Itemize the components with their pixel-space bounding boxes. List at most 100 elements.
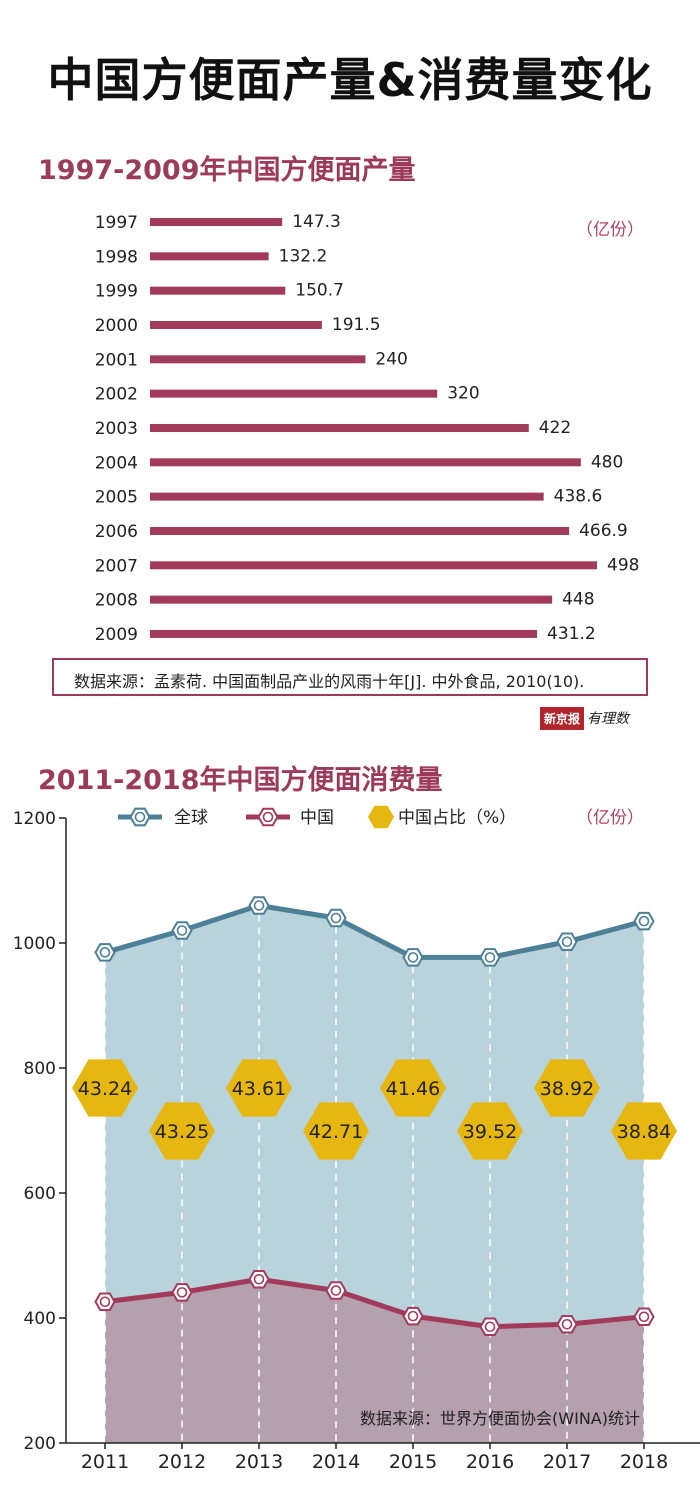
share-value-label: 43.24: [78, 1078, 132, 1100]
legend-china-label: 中国: [300, 808, 334, 828]
y-tick-label: 200: [24, 1434, 56, 1454]
page-title: 中国方便面产量&消费量变化: [47, 53, 653, 107]
production-bar: [150, 320, 322, 329]
global-point: [633, 911, 655, 931]
bar-value-label: 480: [591, 452, 623, 472]
bar-year-label: 1999: [95, 282, 138, 302]
production-bar-chart: 1997 147.3 1998 132.2 1999 150.7 2000 191.5 2001…: [95, 212, 640, 645]
production-source: 数据来源：孟素荷. 中国面制品产业的风雨十年[J]. 中外食品, 2010(10…: [74, 672, 585, 691]
share-value-label: 43.25: [155, 1121, 209, 1143]
logo-box-text: 新京报: [540, 706, 585, 730]
x-tick-label: 2018: [620, 1451, 668, 1473]
china-point: [402, 1306, 424, 1326]
share-hexagon: [457, 1102, 523, 1160]
bar-year-label: 1998: [95, 247, 138, 267]
bar-value-label: 431.2: [547, 624, 596, 644]
production-bar: [150, 595, 553, 604]
share-value-label: 41.46: [386, 1078, 440, 1100]
bar-year-label: 2008: [95, 591, 138, 611]
legend-global-icon: [129, 807, 151, 827]
legend-share-label: 中国占比（%）: [398, 808, 516, 828]
china-point: [171, 1283, 193, 1302]
consumption-unit: （亿份）: [576, 808, 644, 828]
share-value-label: 38.92: [540, 1078, 594, 1100]
y-tick-label: 1000: [13, 934, 56, 954]
share-value-label: 43.61: [232, 1078, 286, 1100]
bar-year-label: 2001: [95, 350, 138, 370]
bar-year-label: 1997: [95, 213, 138, 233]
legend-global-label: 全球: [174, 808, 208, 828]
production-bar: [150, 423, 529, 432]
share-hexagon: [303, 1102, 369, 1160]
share-value-label: 39.52: [463, 1121, 517, 1143]
bar-year-label: 2003: [95, 419, 138, 439]
bar-value-label: 422: [539, 418, 571, 438]
bar-year-label: 2007: [95, 556, 138, 576]
production-bar: [150, 492, 544, 501]
production-unit: （亿份）: [576, 220, 644, 240]
global-point: [556, 932, 578, 951]
share-hexagon: [226, 1059, 292, 1117]
bar-value-label: 147.3: [292, 212, 341, 232]
china-point: [325, 1281, 347, 1300]
global-point: [402, 948, 424, 967]
x-tick-label: 2013: [235, 1451, 283, 1473]
global-point: [171, 921, 193, 940]
x-tick-label: 2011: [81, 1451, 129, 1473]
bar-year-label: 2005: [95, 488, 138, 508]
bar-value-label: 191.5: [332, 315, 381, 335]
bar-value-label: 438.6: [554, 487, 603, 507]
legend-china-icon: [257, 807, 279, 827]
share-value-label: 38.84: [617, 1121, 671, 1143]
china-point: [248, 1270, 270, 1289]
global-point: [325, 908, 347, 928]
china-point: [94, 1292, 116, 1311]
x-tick-label: 2014: [312, 1451, 360, 1473]
production-bar: [150, 526, 570, 535]
newspaper-logo: 新京报 有理数: [540, 706, 630, 730]
x-tick-label: 2017: [543, 1451, 591, 1473]
bar-value-label: 132.2: [279, 246, 328, 266]
bar-year-label: 2009: [95, 625, 138, 645]
bar-value-label: 498: [607, 555, 639, 575]
china-point: [633, 1307, 655, 1326]
share-hexagon: [534, 1059, 600, 1117]
production-bar: [150, 355, 366, 364]
bar-value-label: 448: [562, 590, 594, 610]
production-bar: [150, 389, 438, 398]
china-point: [556, 1315, 578, 1334]
production-bar: [150, 561, 597, 570]
production-chart-title: 1997-2009年中国方便面产量: [38, 155, 416, 186]
production-bar: [150, 286, 286, 295]
y-tick-label: 1200: [13, 809, 56, 829]
y-tick-label: 600: [24, 1184, 56, 1204]
china-point: [479, 1317, 501, 1336]
production-bar: [150, 252, 269, 261]
share-hexagon: [149, 1102, 215, 1160]
x-tick-label: 2012: [158, 1451, 206, 1473]
consumption-area-chart: 200 400 600 800 1000 1200 2011 2012 2013 2014 2015…: [13, 805, 700, 1473]
production-bar: [150, 629, 538, 638]
bar-value-label: 320: [447, 384, 479, 404]
y-tick-label: 400: [24, 1309, 56, 1329]
consumption-chart-title: 2011-2018年中国方便面消费量: [38, 765, 443, 796]
share-hexagon: [611, 1102, 677, 1160]
china-area: [105, 1279, 644, 1443]
logo-script-text: 有理数: [587, 711, 630, 727]
x-tick-label: 2015: [389, 1451, 437, 1473]
share-value-label: 42.71: [309, 1121, 363, 1143]
global-line: [104, 903, 645, 960]
bar-year-label: 2000: [95, 316, 138, 336]
global-point: [94, 943, 116, 962]
global-point: [479, 948, 501, 967]
china-line: [104, 1276, 645, 1330]
y-tick-label: 800: [24, 1059, 56, 1079]
bar-year-label: 2006: [95, 522, 138, 542]
share-hexagon: [380, 1059, 446, 1117]
production-source-box: 数据来源：孟素荷. 中国面制品产业的风雨十年[J]. 中外食品, 2010(10…: [52, 658, 648, 696]
x-tick-label: 2016: [466, 1451, 514, 1473]
bar-year-label: 2002: [95, 385, 138, 405]
production-bar: [150, 458, 581, 467]
global-point: [248, 896, 270, 915]
bar-value-label: 466.9: [579, 521, 628, 541]
